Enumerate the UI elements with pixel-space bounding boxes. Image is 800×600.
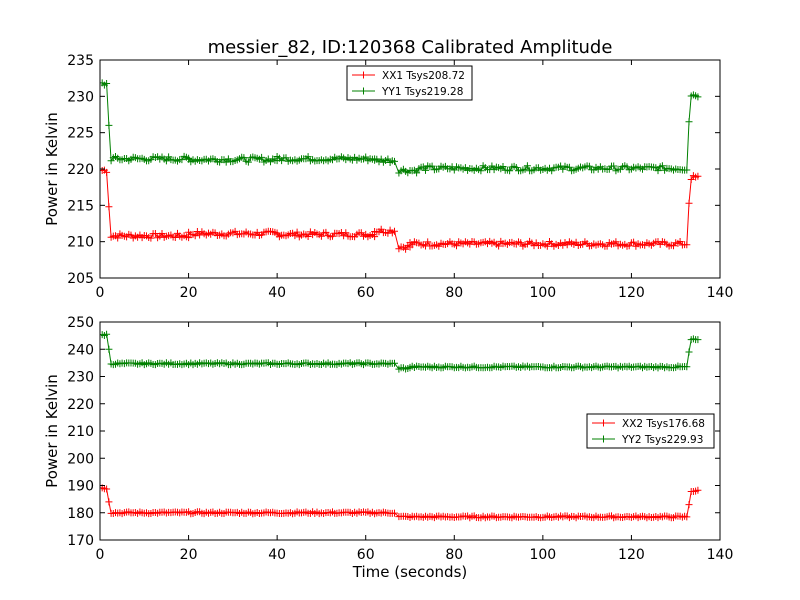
x-tick-label: 120 — [618, 285, 645, 301]
y-tick-label: 230 — [67, 370, 94, 386]
x-tick-label: 60 — [357, 285, 375, 301]
legend-box — [346, 65, 473, 101]
y-tick-label: 210 — [67, 424, 94, 440]
legend-marker — [360, 71, 367, 79]
x-axis-title: Time (seconds) — [352, 563, 468, 581]
legend: XX2 Tsys176.68 YY2 Tsys229.93 — [586, 413, 715, 449]
y-axis-title: Power in Kelvin — [43, 374, 61, 488]
y-tick-label: 235 — [67, 53, 94, 69]
legend-label: YY1 Tsys219.28 — [381, 86, 463, 98]
series-markers — [100, 330, 702, 373]
series-1-2 — [100, 79, 702, 177]
legend-label: XX1 Tsys208.72 — [382, 70, 465, 82]
x-tick-label: 60 — [357, 547, 375, 563]
y-tick-label: 220 — [67, 397, 94, 413]
x-tick-label: 0 — [96, 285, 105, 301]
x-tick-label: 120 — [618, 547, 645, 563]
y-tick-label: 220 — [67, 162, 94, 178]
x-tick-label: 40 — [268, 285, 286, 301]
x-tick-label: 40 — [268, 547, 286, 563]
y-axis-title: Power in Kelvin — [43, 112, 61, 226]
legend-label: XX2 Tsys176.68 — [622, 418, 705, 430]
x-tick-label: 140 — [707, 285, 734, 301]
y-tick-label: 200 — [67, 451, 94, 467]
legend: XX1 Tsys208.72 YY1 Tsys219.28 — [346, 65, 473, 101]
y-tick-label: 250 — [67, 315, 94, 331]
legend-marker — [600, 419, 607, 427]
x-tick-label: 0 — [96, 547, 105, 563]
legend-marker — [600, 435, 607, 443]
series-1-1 — [100, 166, 702, 253]
legend-label: YY2 Tsys229.93 — [621, 434, 703, 446]
series-2-2 — [100, 330, 702, 373]
legend-marker — [360, 87, 367, 95]
y-tick-label: 225 — [67, 126, 94, 142]
x-tick-label: 20 — [180, 547, 198, 563]
x-tick-label: 20 — [180, 285, 198, 301]
x-tick-label: 80 — [445, 285, 463, 301]
y-tick-label: 215 — [67, 198, 94, 214]
y-tick-label: 240 — [67, 342, 94, 358]
x-tick-label: 100 — [529, 285, 556, 301]
x-tick-label: 80 — [445, 547, 463, 563]
x-tick-label: 100 — [529, 547, 556, 563]
y-tick-label: 190 — [67, 479, 94, 495]
y-tick-label: 205 — [67, 271, 94, 287]
y-tick-label: 170 — [67, 533, 94, 549]
series-markers — [100, 79, 702, 177]
panels: 0 20 40 60 80 100 120 140 205 210 215 220 225 230 235 P… — [43, 53, 733, 581]
figure-title: messier_82, ID:120368 Calibrated Amplitu… — [208, 37, 613, 58]
chart-panel-2: 0 20 40 60 80 100 120 140 170 180 190 200 210 220 230 2… — [43, 315, 733, 581]
y-tick-label: 180 — [67, 506, 94, 522]
chart-panel-1: 0 20 40 60 80 100 120 140 205 210 215 220 225 230 235 P… — [43, 53, 733, 301]
legend-box — [586, 413, 715, 449]
x-tick-label: 140 — [707, 547, 734, 563]
y-tick-label: 210 — [67, 235, 94, 251]
series-markers — [100, 484, 702, 522]
series-markers — [100, 166, 702, 253]
y-tick-label: 230 — [67, 89, 94, 105]
series-2-1 — [100, 484, 702, 522]
